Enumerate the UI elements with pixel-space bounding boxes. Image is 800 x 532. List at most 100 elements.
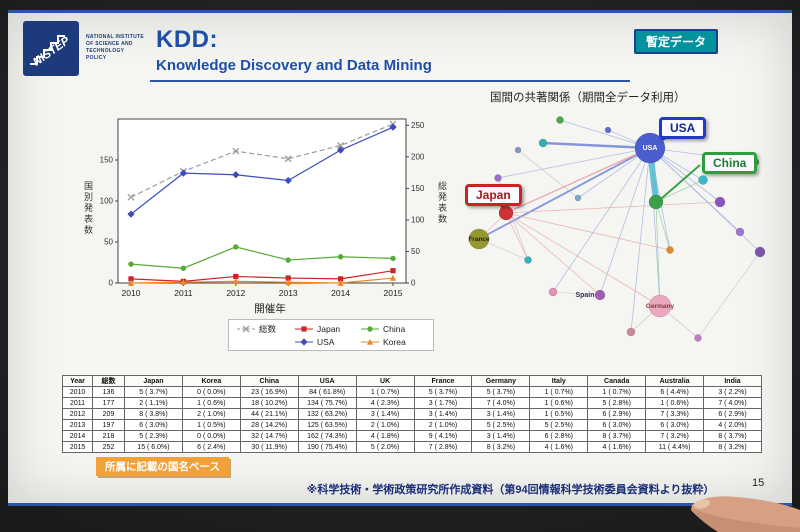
table-cell: 2 ( 1.0%) <box>413 419 473 431</box>
svg-text:200: 200 <box>411 152 425 161</box>
table-cell: 5 ( 3.7%) <box>413 386 473 398</box>
table-cell: 1 ( 0.6%) <box>529 397 589 409</box>
table-cell: 5 ( 2.5%) <box>471 419 531 431</box>
svg-text:100: 100 <box>100 197 114 206</box>
table-cell: 3 ( 1.4%) <box>355 408 415 420</box>
page-number: 15 <box>752 477 765 489</box>
svg-text:0: 0 <box>411 279 416 288</box>
table-cell: 3 ( 1.4%) <box>413 408 473 420</box>
table-cell: 0 ( 0.0%) <box>181 430 241 442</box>
table-row: 2015 252 15 ( 6.0%) 6 ( 2.4%) 30 ( 11.9%) 190… <box>62 441 762 453</box>
logo-org-text: NATIONAL INSTITUTE OF SCIENCE AND TECHNO… <box>86 34 144 61</box>
svg-text:Germany: Germany <box>646 303 675 310</box>
table-cell: 18 ( 10.2%) <box>239 397 299 409</box>
table-cell: 1 ( 0.7%) <box>529 386 589 398</box>
table-cell: 1 ( 0.7%) <box>355 386 415 398</box>
stairs-icon <box>30 35 65 65</box>
source-note: ※科学技術・学術政策研究所作成資料（第94回情報科学技術委員会資料より抜粋） <box>306 484 715 496</box>
table-cell: 8 ( 3.2%) <box>471 441 531 453</box>
table-cell: 1 ( 0.6%) <box>181 397 241 409</box>
table-cell: 7 ( 3.2%) <box>645 430 705 442</box>
page-subtitle: Knowledge Discovery and Data Mining <box>156 57 432 74</box>
nistep-logo: NISTEP NATIONAL INSTITUTE OF SCIENCE AND… <box>22 18 154 86</box>
table-cell: 2 ( 1.0%) <box>181 408 241 420</box>
legend-item-china: China <box>360 323 426 334</box>
table-cell: 5 ( 2.8%) <box>587 397 647 409</box>
table-cell: 3 ( 1.4%) <box>471 430 531 442</box>
table-cell: 0 ( 0.0%) <box>181 386 241 398</box>
legend-label: Japan <box>317 323 341 334</box>
table-cell: 8 ( 3.7%) <box>703 430 762 442</box>
svg-text:2012: 2012 <box>226 288 245 298</box>
legend-item-usa: USA <box>294 336 360 347</box>
legend-item-korea: Korea <box>360 336 426 347</box>
table-cell: 5 ( 3.7%) <box>471 386 531 398</box>
svg-text:250: 250 <box>411 121 425 130</box>
table-cell: 209 <box>92 408 125 420</box>
table-cell: 6 ( 4.4%) <box>645 386 705 398</box>
table-cell: 8 ( 3.8%) <box>124 408 183 420</box>
line-chart: 0 50 100 150 0 50 100 150 200 250 2010 2011 2012 2013… <box>100 118 425 298</box>
table-cell: 4 ( 1.6%) <box>587 441 647 453</box>
table-header-cell: India <box>703 375 762 387</box>
table-cell: 4 ( 1.6%) <box>529 441 589 453</box>
legend-item-総数: 総数 <box>236 323 294 334</box>
table-cell: 132 ( 63.2%) <box>297 408 357 420</box>
table-row: 2013 197 6 ( 3.0%) 1 ( 0.5%) 28 ( 14.2%) 125 … <box>62 419 762 431</box>
table-cell: 7 ( 2.8%) <box>413 441 473 453</box>
table-cell: 4 ( 2.3%) <box>355 397 415 409</box>
table-cell: 190 ( 75.4%) <box>297 441 357 453</box>
table-cell: 28 ( 14.2%) <box>239 419 299 431</box>
table-header: Year 総数 Japan Korea China USA UK France Germany I… <box>62 375 762 387</box>
svg-text:100: 100 <box>411 215 425 224</box>
table-cell: 2 ( 1.0%) <box>355 419 415 431</box>
fingernail <box>694 499 710 509</box>
table-cell: 7 ( 4.0%) <box>471 397 531 409</box>
legend-label: China <box>383 323 406 334</box>
svg-text:2011: 2011 <box>174 288 193 298</box>
slide: NISTEP NATIONAL INSTITUTE OF SCIENCE AND… <box>8 10 792 506</box>
table-cell: 1 ( 0.5%) <box>529 408 589 420</box>
table-header-cell: 総数 <box>92 375 125 387</box>
table-cell: 2010 <box>62 386 93 398</box>
svg-text:2013: 2013 <box>279 288 298 298</box>
table-header-cell: UK <box>355 375 415 387</box>
table-cell: 6 ( 3.0%) <box>587 419 647 431</box>
table-cell: 5 ( 2.5%) <box>529 419 589 431</box>
table-header-row: Year 総数 Japan Korea China USA UK France Germany I… <box>62 375 762 387</box>
table-cell: 44 ( 21.1%) <box>239 408 299 420</box>
table-header-cell: Japan <box>124 375 183 387</box>
table-cell: 6 ( 3.0%) <box>124 419 183 431</box>
country-table: Year 総数 Japan Korea China USA UK France Germany I… <box>62 375 762 453</box>
table-cell: 2015 <box>62 441 93 453</box>
svg-text:150: 150 <box>100 156 114 165</box>
table-cell: 4 ( 2.0%) <box>703 419 762 431</box>
table-cell: 7 ( 4.0%) <box>703 397 762 409</box>
svg-text:150: 150 <box>411 184 425 193</box>
table-cell: 4 ( 1.8%) <box>355 430 415 442</box>
table-header-cell: Year <box>62 375 93 387</box>
table-cell: 11 ( 4.4%) <box>645 441 705 453</box>
table-cell: 125 ( 63.5%) <box>297 419 357 431</box>
svg-text:2014: 2014 <box>331 288 350 298</box>
table-cell: 6 ( 2.9%) <box>703 408 762 420</box>
table-cell: 1 ( 0.6%) <box>645 397 705 409</box>
table-header-cell: Germany <box>471 375 531 387</box>
callout-usa: USA <box>659 117 707 139</box>
callout-japan: Japan <box>465 184 522 206</box>
table-cell: 252 <box>92 441 125 453</box>
presenter-finger <box>691 496 800 532</box>
table-row: 2011 177 2 ( 1.1%) 1 ( 0.6%) 18 ( 10.2%) 134 … <box>62 397 762 409</box>
chart-right-axis-title: 総発表数 <box>437 181 447 225</box>
svg-text:50: 50 <box>411 247 420 256</box>
table-cell: 2011 <box>62 397 93 409</box>
table-cell: 5 ( 2.0%) <box>355 441 415 453</box>
table-cell: 15 ( 6.0%) <box>124 441 183 453</box>
coauthor-network: USA France Spain Germany <box>468 116 766 342</box>
table-cell: 84 ( 61.8%) <box>297 386 357 398</box>
table-cell: 6 ( 3.0%) <box>645 419 705 431</box>
table-cell: 5 ( 3.7%) <box>124 386 183 398</box>
table-cell: 134 ( 75.7%) <box>297 397 357 409</box>
table-cell: 2 ( 1.1%) <box>124 397 183 409</box>
legend-item-japan: Japan <box>294 323 360 334</box>
